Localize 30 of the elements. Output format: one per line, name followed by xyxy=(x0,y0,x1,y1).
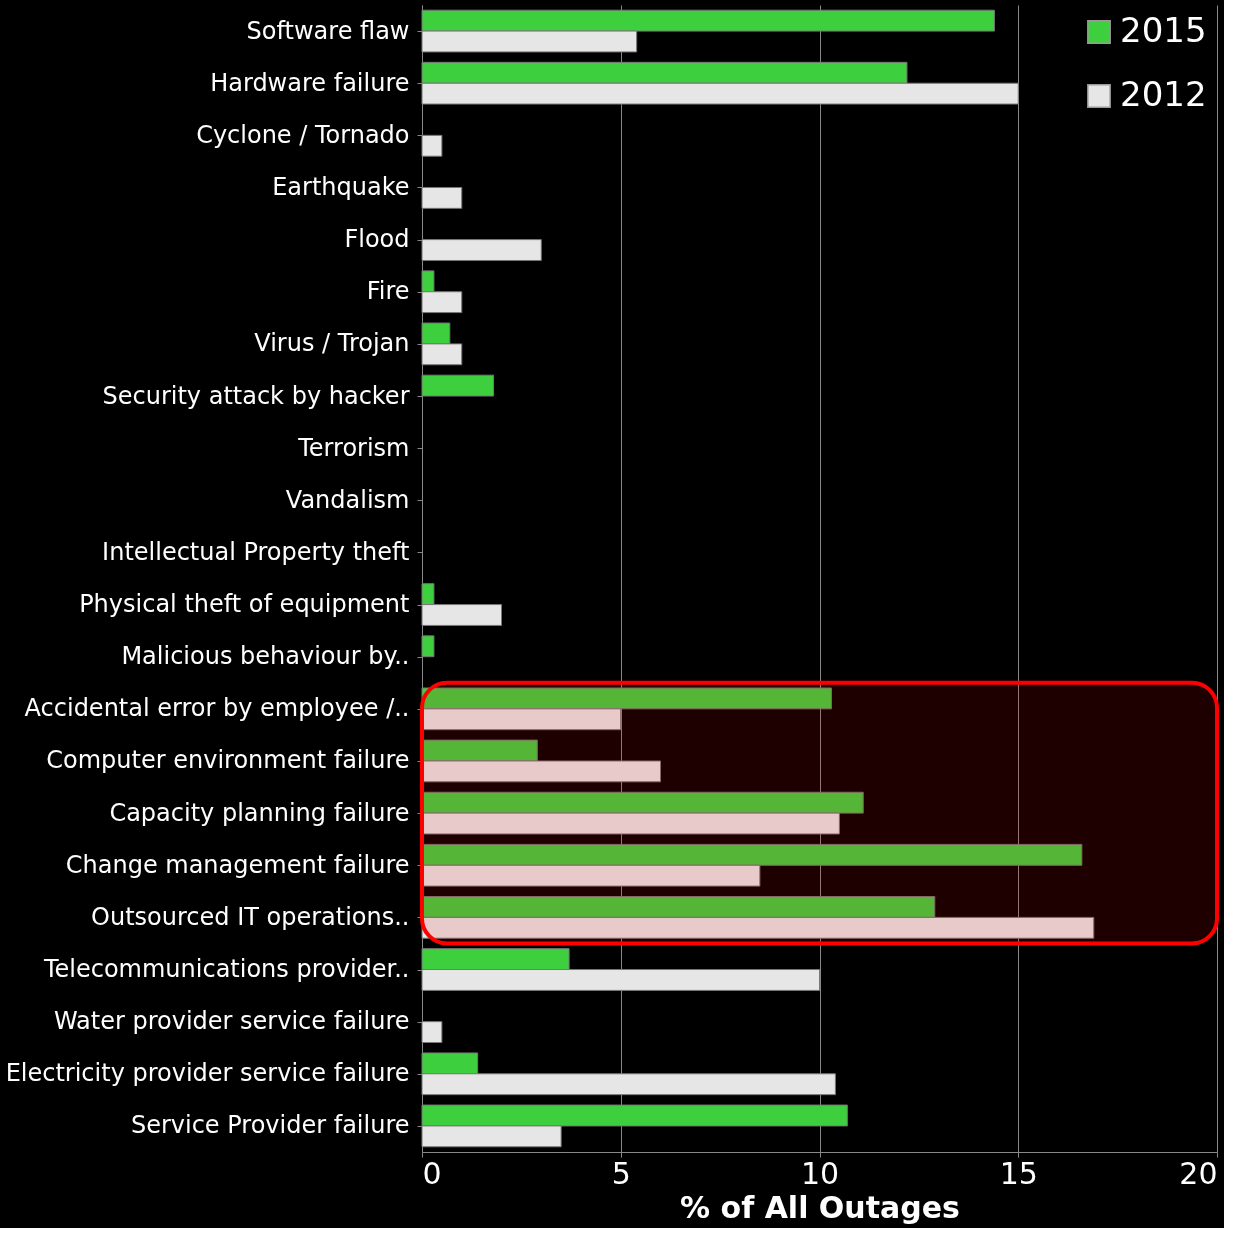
y-tick-label: Accidental error by employee /.. xyxy=(24,694,410,723)
y-tick-label: Malicious behaviour by.. xyxy=(121,642,410,671)
x-tick-label: 15 xyxy=(999,1155,1038,1191)
y-tick-label: Computer environment failure xyxy=(46,746,410,775)
legend-label: 2012 xyxy=(1120,74,1207,114)
y-tick-label: Earthquake xyxy=(272,172,410,201)
y-tick-label: Cyclone / Tornado xyxy=(196,120,410,149)
x-tick-label: 10 xyxy=(800,1155,840,1191)
x-tick-label: 0 xyxy=(422,1155,442,1191)
y-tick-label: Change management failure xyxy=(65,850,410,879)
y-tick-label: Software flaw xyxy=(246,16,410,45)
y-tick-label: Electricity provider service failure xyxy=(5,1059,410,1088)
legend-label: 2015 xyxy=(1120,10,1207,50)
x-axis-title: % of All Outages xyxy=(680,1189,960,1225)
y-tick-label: Service Provider failure xyxy=(130,1111,410,1140)
y-tick-label: Water provider service failure xyxy=(53,1007,410,1036)
y-tick-label: Terrorism xyxy=(297,433,410,462)
y-tick-label: Physical theft of equipment xyxy=(79,590,410,619)
y-tick-label: Vandalism xyxy=(285,485,410,514)
y-tick-label: Telecommunications provider.. xyxy=(42,955,410,984)
x-tick-label: 5 xyxy=(611,1155,631,1191)
y-tick-label: Intellectual Property theft xyxy=(102,537,410,566)
y-tick-label: Capacity planning failure xyxy=(109,798,410,827)
y-tick-label: Flood xyxy=(344,225,410,254)
y-tick-label: Hardware failure xyxy=(210,68,410,97)
y-tick-label: Virus / Trojan xyxy=(254,329,410,358)
y-tick-label: Fire xyxy=(366,277,410,306)
x-tick-label: 20 xyxy=(1179,1155,1218,1191)
y-tick-label: Outsourced IT operations.. xyxy=(91,902,410,931)
y-tick-label: Security attack by hacker xyxy=(102,381,410,410)
